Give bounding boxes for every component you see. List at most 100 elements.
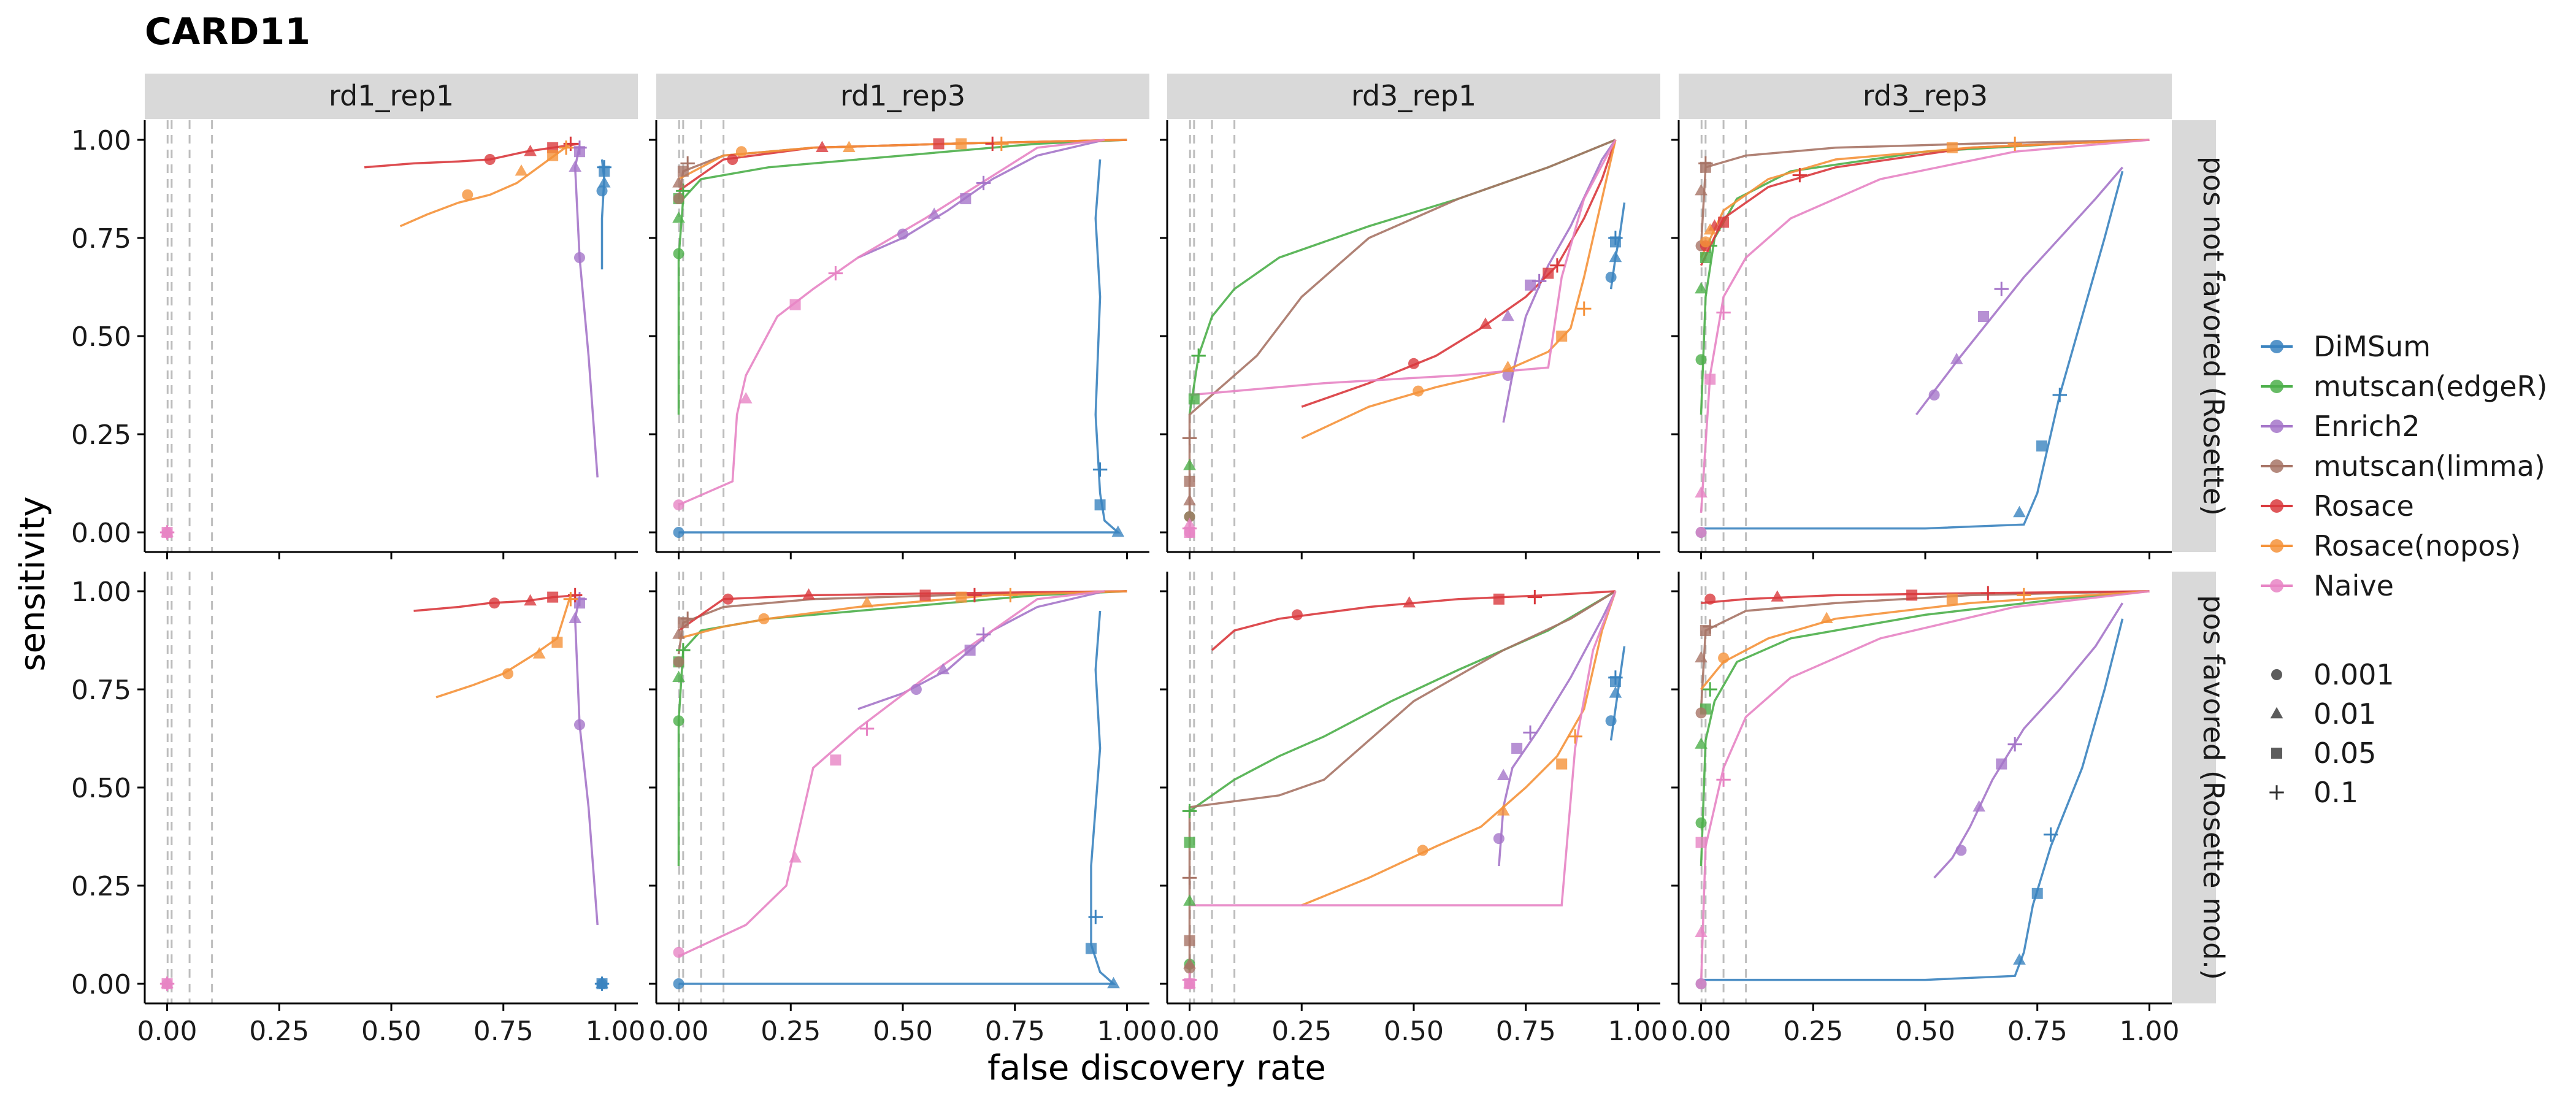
legend-item-method: mutscan(edgeR) — [2261, 370, 2547, 403]
threshold-marker-plus — [1182, 972, 1197, 987]
threshold-marker-square — [1556, 331, 1568, 342]
legend-label: mutscan(limma) — [2313, 450, 2545, 483]
x-tick-label: 0.50 — [1384, 1016, 1444, 1047]
threshold-marker-plus — [1191, 348, 1206, 363]
threshold-marker-plus — [1608, 231, 1623, 245]
threshold-marker-plus — [563, 592, 578, 607]
y-tick-label: 1.00 — [71, 577, 131, 608]
x-tick-label: 0.75 — [2007, 1016, 2068, 1047]
facet-strip-right: pos not favored (Rosette) — [2172, 120, 2230, 552]
threshold-marker-plus — [2007, 737, 2022, 752]
facet-strip-right: pos favored (Rosette mod.) — [2172, 572, 2230, 1003]
legend-label: Naive — [2313, 569, 2394, 602]
legend-item-method: mutscan(limma) — [2261, 450, 2545, 483]
threshold-marker-triangle — [1695, 737, 1708, 749]
threshold-marker-square — [956, 138, 967, 150]
threshold-marker-square — [1543, 267, 1554, 279]
threshold-marker-triangle — [1479, 317, 1492, 329]
y-tick-label: 0.75 — [71, 675, 131, 706]
threshold-marker-triangle — [1501, 360, 1514, 372]
threshold-marker-square — [933, 138, 945, 150]
threshold-marker-circle — [1695, 978, 1707, 989]
threshold-marker-square — [1094, 499, 1106, 511]
series-line — [1700, 139, 2150, 513]
series-line — [857, 139, 1105, 259]
threshold-marker-circle — [1291, 609, 1303, 621]
x-tick-label: 0.75 — [985, 1016, 1045, 1047]
threshold-marker-triangle — [2013, 953, 2026, 965]
threshold-marker-square — [960, 193, 972, 204]
threshold-marker-triangle — [1695, 651, 1708, 662]
legend-label: mutscan(edgeR) — [2313, 370, 2547, 403]
threshold-marker-circle — [1718, 652, 1730, 664]
threshold-marker-square — [1906, 589, 1918, 601]
series-line — [1700, 139, 2150, 415]
threshold-marker-triangle — [1183, 494, 1196, 505]
threshold-marker-triangle — [532, 647, 546, 659]
threshold-marker-triangle — [672, 176, 685, 188]
threshold-marker-square — [1493, 593, 1505, 605]
threshold-marker-triangle — [1609, 250, 1622, 263]
facet-strip-bg — [145, 74, 638, 119]
x-tick-label: 1.00 — [585, 1016, 645, 1047]
series-line — [1188, 590, 1616, 984]
threshold-marker-triangle — [569, 160, 582, 172]
threshold-marker-square — [1996, 758, 2007, 770]
legend-point-key — [2270, 340, 2283, 353]
threshold-marker-square — [1525, 279, 1536, 291]
legend-label: Rosace — [2313, 489, 2414, 523]
threshold-marker-plus — [572, 140, 587, 155]
facet-panel: 0.00 0.25 0.50 0.75 1.00 — [649, 572, 1157, 1047]
threshold-marker-plus — [1092, 462, 1108, 477]
threshold-marker-circle — [596, 185, 608, 197]
x-tick-label: 1.00 — [1097, 1016, 1157, 1047]
threshold-marker-plus — [994, 136, 1009, 151]
series-line — [677, 139, 1127, 415]
facet-strip-bg — [656, 74, 1149, 119]
series-line — [1701, 171, 2124, 530]
y-tick-label: 0.00 — [71, 518, 131, 549]
threshold-marker-circle — [1700, 236, 1711, 248]
threshold-marker-plus — [2007, 136, 2022, 151]
threshold-marker-triangle — [1695, 282, 1708, 294]
threshold-marker-plus — [680, 156, 695, 171]
threshold-marker-plus — [1716, 305, 1731, 320]
threshold-marker-plus — [1994, 282, 2009, 296]
threshold-marker-circle — [1695, 707, 1707, 719]
threshold-marker-triangle — [1111, 525, 1125, 537]
threshold-marker-circle — [1417, 845, 1428, 856]
series-line — [1915, 166, 2123, 416]
threshold-marker-circle — [1695, 354, 1707, 366]
threshold-marker-plus — [680, 611, 695, 626]
threshold-marker-square — [547, 591, 559, 603]
threshold-marker-square — [1184, 837, 1195, 848]
threshold-marker-plus — [1568, 729, 1582, 744]
legend-point-key — [2270, 539, 2283, 553]
series-line — [678, 610, 1117, 985]
series-line — [857, 590, 1105, 710]
threshold-marker-plus — [1980, 586, 1996, 600]
series-line — [1502, 139, 1617, 423]
threshold-marker-circle — [1493, 833, 1505, 845]
threshold-marker-circle — [1408, 358, 1419, 369]
x-tick-label: 0.00 — [137, 1016, 197, 1047]
x-axis-label: false discovery rate — [987, 1048, 1326, 1088]
legend-label: Rosace(nopos) — [2313, 529, 2521, 562]
threshold-marker-square — [1184, 935, 1195, 946]
legend-label: DiMSum — [2313, 330, 2431, 363]
threshold-marker-circle — [1413, 385, 1424, 397]
threshold-marker-triangle — [842, 140, 856, 152]
facet-panel: 0.00 0.25 0.50 0.75 1.00 — [1160, 572, 1668, 1047]
series-line — [1189, 590, 1616, 812]
threshold-marker-triangle — [1183, 458, 1196, 470]
threshold-marker-triangle — [569, 611, 582, 623]
legend-item-method: Enrich2 — [2261, 410, 2420, 443]
facet-row-label: pos not favored (Rosette) — [2197, 156, 2230, 516]
threshold-marker-square — [1946, 593, 1958, 605]
legend-label: 0.1 — [2313, 776, 2358, 809]
series-line — [399, 142, 572, 228]
threshold-marker-triangle — [1107, 976, 1120, 989]
threshold-marker-plus — [159, 976, 175, 991]
threshold-marker-triangle — [524, 594, 537, 606]
